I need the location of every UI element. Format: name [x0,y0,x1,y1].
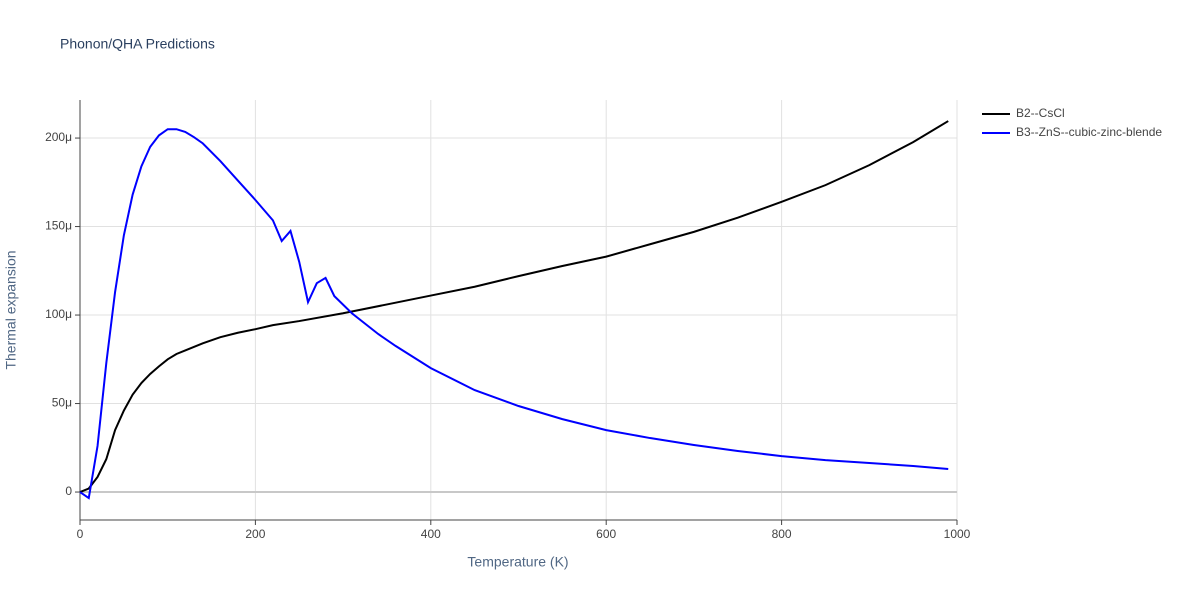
y-tick-label: 100μ [45,307,72,321]
chart-title: Phonon/QHA Predictions [60,36,215,52]
y-axis-title: Thermal expansion [3,250,19,369]
x-tick-label: 600 [596,527,616,541]
x-tick-label: 1000 [944,527,971,541]
x-tick-label: 800 [772,527,792,541]
series-line [79,128,949,500]
x-tick-label: 400 [421,527,441,541]
y-tick-label: 0 [65,484,72,498]
x-axis-title: Temperature (K) [467,554,568,570]
legend-label: B3--ZnS--cubic-zinc-blende [1016,125,1162,139]
y-tick-label: 150μ [45,219,72,233]
x-tick-label: 0 [77,527,84,541]
y-tick-label: 50μ [52,396,72,410]
series-line [79,120,949,493]
x-tick-label: 200 [245,527,265,541]
y-tick-label: 200μ [45,130,72,144]
legend-label: B2--CsCl [1016,106,1065,120]
